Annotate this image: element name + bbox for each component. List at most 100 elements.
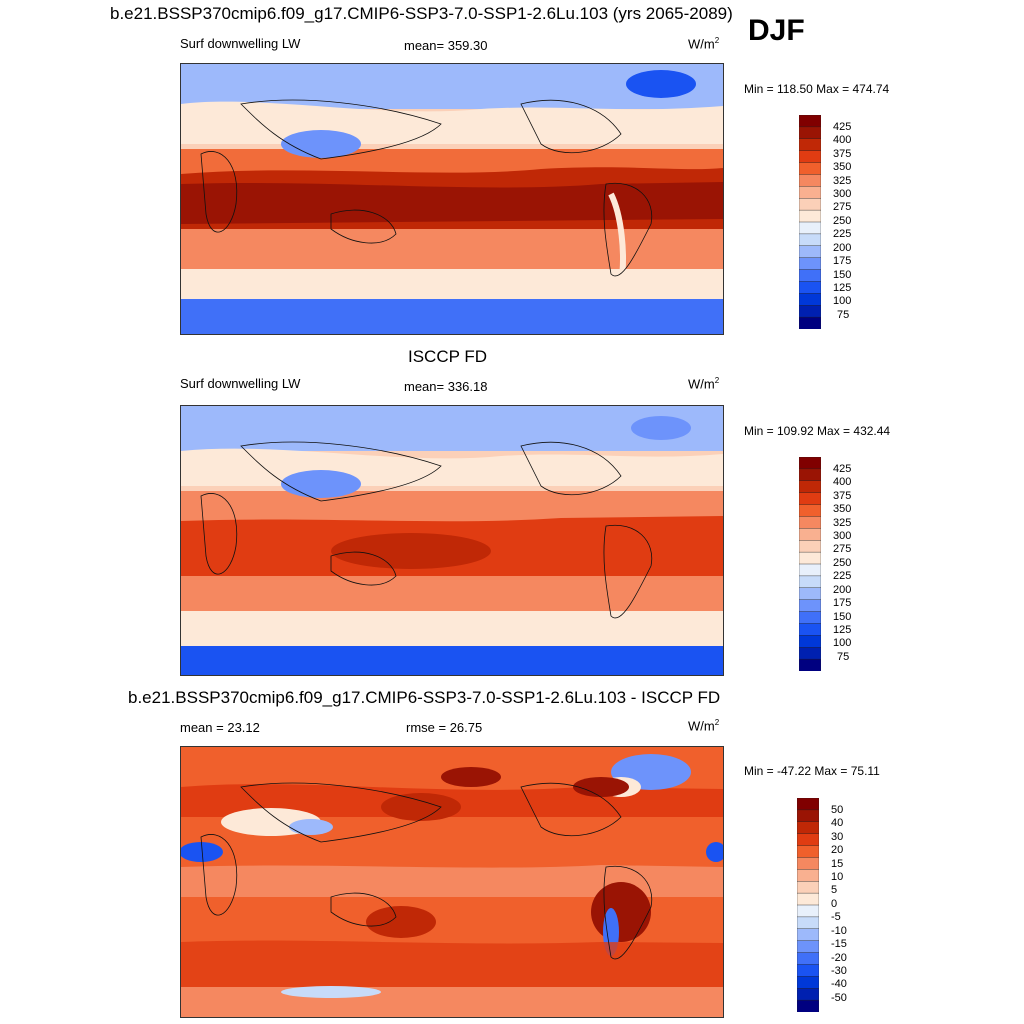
panel1-tick: 175 bbox=[833, 255, 852, 267]
colorbar-swatch bbox=[798, 162, 822, 176]
panel3-units: W/m2 bbox=[688, 718, 720, 734]
tropical-band bbox=[181, 865, 723, 897]
colorbar-swatch bbox=[798, 198, 822, 211]
colorbar-swatch bbox=[796, 952, 820, 966]
southern-subtropics-band bbox=[181, 229, 723, 269]
season-label: DJF bbox=[748, 14, 805, 47]
panel1-tick: 325 bbox=[833, 175, 852, 187]
panel3-tick: 30 bbox=[831, 831, 844, 843]
antarctic-band bbox=[181, 299, 723, 334]
colorbar-swatch bbox=[796, 904, 820, 918]
panel1-mean: mean= 359.30 bbox=[404, 38, 488, 53]
antarctic-low-bias bbox=[281, 986, 381, 998]
colorbar-swatch bbox=[796, 809, 820, 823]
panel1-tick: 125 bbox=[833, 282, 852, 294]
panel3-map-plot bbox=[181, 747, 723, 1017]
colorbar-swatch bbox=[798, 516, 822, 530]
tibet-cold-spot bbox=[281, 470, 361, 498]
coastlines bbox=[200, 99, 653, 277]
andes-cold-strip bbox=[608, 192, 626, 285]
panel1-tick: 275 bbox=[833, 201, 852, 213]
southern-ocean-band bbox=[181, 269, 723, 299]
panel1-units: W/m2 bbox=[688, 36, 720, 52]
colorbar-swatch bbox=[796, 916, 820, 930]
colorbar-swatch bbox=[798, 209, 822, 223]
colorbar-swatch bbox=[796, 833, 820, 847]
panel1-tick: 400 bbox=[833, 134, 852, 146]
panel2-tick: 150 bbox=[833, 611, 852, 623]
panel1-tick: 75 bbox=[837, 309, 850, 321]
colorbar-swatch bbox=[798, 257, 822, 271]
na-positive-bias bbox=[573, 777, 629, 797]
south-america-positive-bias bbox=[591, 882, 651, 942]
panel3-tick: -20 bbox=[831, 952, 847, 964]
colorbar-swatch bbox=[798, 504, 822, 518]
panel2-tick: 300 bbox=[833, 530, 852, 542]
panel1-colorbar-svg bbox=[798, 114, 822, 330]
panel2-colorbar bbox=[798, 456, 822, 672]
panel3-tick: 10 bbox=[831, 871, 844, 883]
panel1-tick: 225 bbox=[833, 228, 852, 240]
colorbar-swatch bbox=[796, 797, 820, 811]
colorbar-swatch bbox=[796, 964, 820, 978]
panel1-map bbox=[180, 63, 724, 335]
warm-pool bbox=[331, 533, 491, 569]
colorbar-swatch bbox=[798, 281, 822, 295]
colorbar-swatch bbox=[796, 857, 820, 871]
colorbar-swatch bbox=[798, 138, 822, 152]
panel2-tick: 75 bbox=[837, 651, 850, 663]
panel2-title: ISCCP FD bbox=[408, 347, 488, 366]
panel3-tick: 5 bbox=[831, 884, 838, 896]
southern-ocean-band bbox=[181, 611, 723, 646]
panel3-map bbox=[180, 746, 724, 1018]
panel2-colorbar-svg bbox=[798, 456, 822, 672]
colorbar-swatch bbox=[796, 821, 820, 835]
colorbar-swatch bbox=[796, 869, 820, 882]
colorbar-swatch bbox=[798, 575, 822, 589]
panel3-colorbar bbox=[796, 797, 820, 1013]
colorbar-swatch bbox=[798, 480, 822, 494]
panel1-colorbar bbox=[798, 114, 822, 330]
panel3-colorbar-svg bbox=[796, 797, 820, 1013]
colorbar-swatch bbox=[796, 892, 820, 906]
antarctic-band bbox=[181, 987, 723, 1017]
panel3-tick: -30 bbox=[831, 965, 847, 977]
panel3-rmse: rmse = 26.75 bbox=[406, 720, 483, 735]
panel2-tick: 325 bbox=[833, 517, 852, 529]
east-negative-bias bbox=[706, 842, 723, 862]
colorbar-swatch bbox=[798, 587, 822, 601]
colorbar-swatch bbox=[796, 928, 820, 942]
panel1-map-plot bbox=[181, 64, 723, 334]
panel1-variable: Surf downwelling LW bbox=[180, 36, 301, 51]
colorbar-swatch bbox=[798, 126, 822, 140]
panel2-tick: 125 bbox=[833, 624, 852, 636]
panel2-tick: 250 bbox=[833, 557, 852, 569]
tibet-negative-bias bbox=[289, 819, 333, 835]
colorbar-swatch bbox=[798, 186, 822, 199]
colorbar-swatch bbox=[798, 528, 822, 541]
panel1-tick: 200 bbox=[833, 242, 852, 254]
panel1-tick: 350 bbox=[833, 161, 852, 173]
colorbar-swatch bbox=[798, 647, 822, 660]
panel3-tick: -15 bbox=[831, 938, 847, 950]
greenland-cold-spot bbox=[631, 416, 691, 440]
panel2-tick: 175 bbox=[833, 597, 852, 609]
colorbar-swatch bbox=[798, 540, 822, 553]
panel3-tick: -40 bbox=[831, 978, 847, 990]
southern-ocean-band bbox=[181, 940, 723, 987]
panel3-title: b.e21.BSSP370cmip6.f09_g17.CMIP6-SSP3-7.… bbox=[128, 688, 721, 707]
colorbar-swatch bbox=[798, 316, 822, 330]
panel2-tick: 400 bbox=[833, 476, 852, 488]
figure-title: b.e21.BSSP370cmip6.f09_g17.CMIP6-SSP3-7.… bbox=[110, 4, 733, 23]
colorbar-swatch bbox=[796, 881, 820, 894]
panel3-tick: -50 bbox=[831, 992, 847, 1004]
colorbar-swatch bbox=[798, 551, 822, 565]
panel2-tick: 225 bbox=[833, 570, 852, 582]
colorbar-swatch bbox=[798, 611, 822, 625]
colorbar-swatch bbox=[798, 468, 822, 482]
australia-positive-bias bbox=[366, 906, 436, 938]
colorbar-swatch bbox=[798, 114, 822, 128]
colorbar-swatch bbox=[798, 599, 822, 613]
panel1-tick: 375 bbox=[833, 148, 852, 160]
colorbar-swatch bbox=[798, 221, 822, 235]
